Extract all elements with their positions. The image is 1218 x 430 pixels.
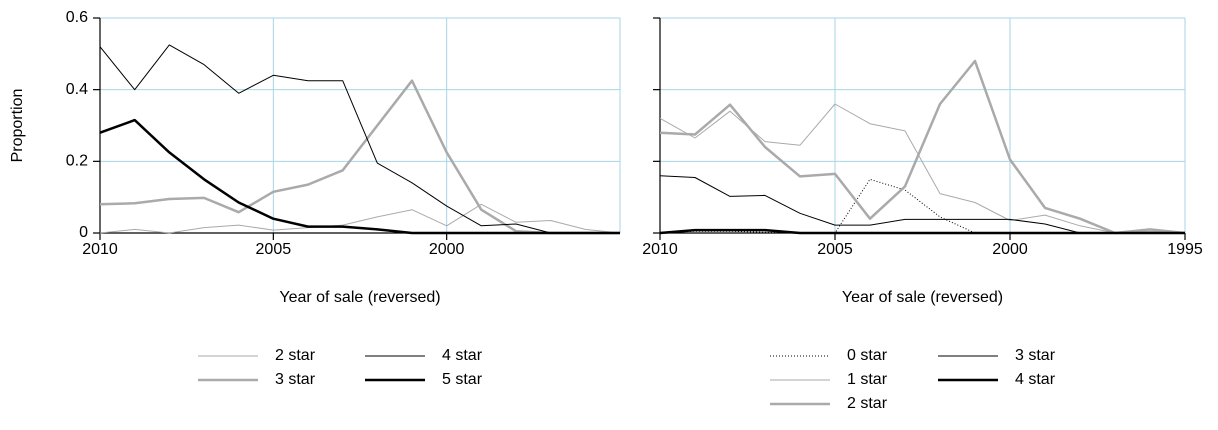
legend-label: 0 star	[847, 347, 888, 364]
x-tick-label: 2000	[992, 241, 1028, 258]
y-tick-label: 0.4	[66, 81, 88, 98]
legend-label: 2 star	[275, 347, 316, 364]
data-line	[99, 118, 620, 235]
legend-label: 3 star	[1015, 347, 1056, 364]
x-tick-label: 1995	[1167, 241, 1203, 258]
y-axis-label: Proportion	[9, 89, 26, 163]
legend-label: 4 star	[1015, 371, 1056, 388]
x-tick-label: 2010	[82, 241, 118, 258]
x-tick-label: 2005	[817, 241, 853, 258]
data-line	[659, 178, 1185, 234]
data-line	[659, 175, 1185, 234]
x-tick-label: 2000	[429, 241, 465, 258]
data-line	[99, 79, 620, 235]
data-line	[99, 44, 620, 234]
legend-label: 1 star	[847, 371, 888, 388]
data-line	[659, 59, 1186, 235]
y-tick-label: 0.2	[66, 153, 88, 170]
x-axis-label: Year of sale (reversed)	[842, 289, 1003, 306]
data-line	[659, 228, 1185, 235]
legend-label: 3 star	[275, 371, 316, 388]
x-axis-label: Year of sale (reversed)	[279, 289, 440, 306]
legend-label: 5 star	[442, 371, 483, 388]
legend-label: 4 star	[442, 347, 483, 364]
data-line	[99, 203, 621, 234]
x-tick-label: 2010	[642, 241, 678, 258]
data-line	[659, 103, 1186, 234]
y-tick-label: 0.6	[66, 9, 88, 26]
y-tick-label: 0	[79, 224, 88, 241]
legend-label: 2 star	[847, 395, 888, 412]
x-tick-label: 2005	[256, 241, 292, 258]
